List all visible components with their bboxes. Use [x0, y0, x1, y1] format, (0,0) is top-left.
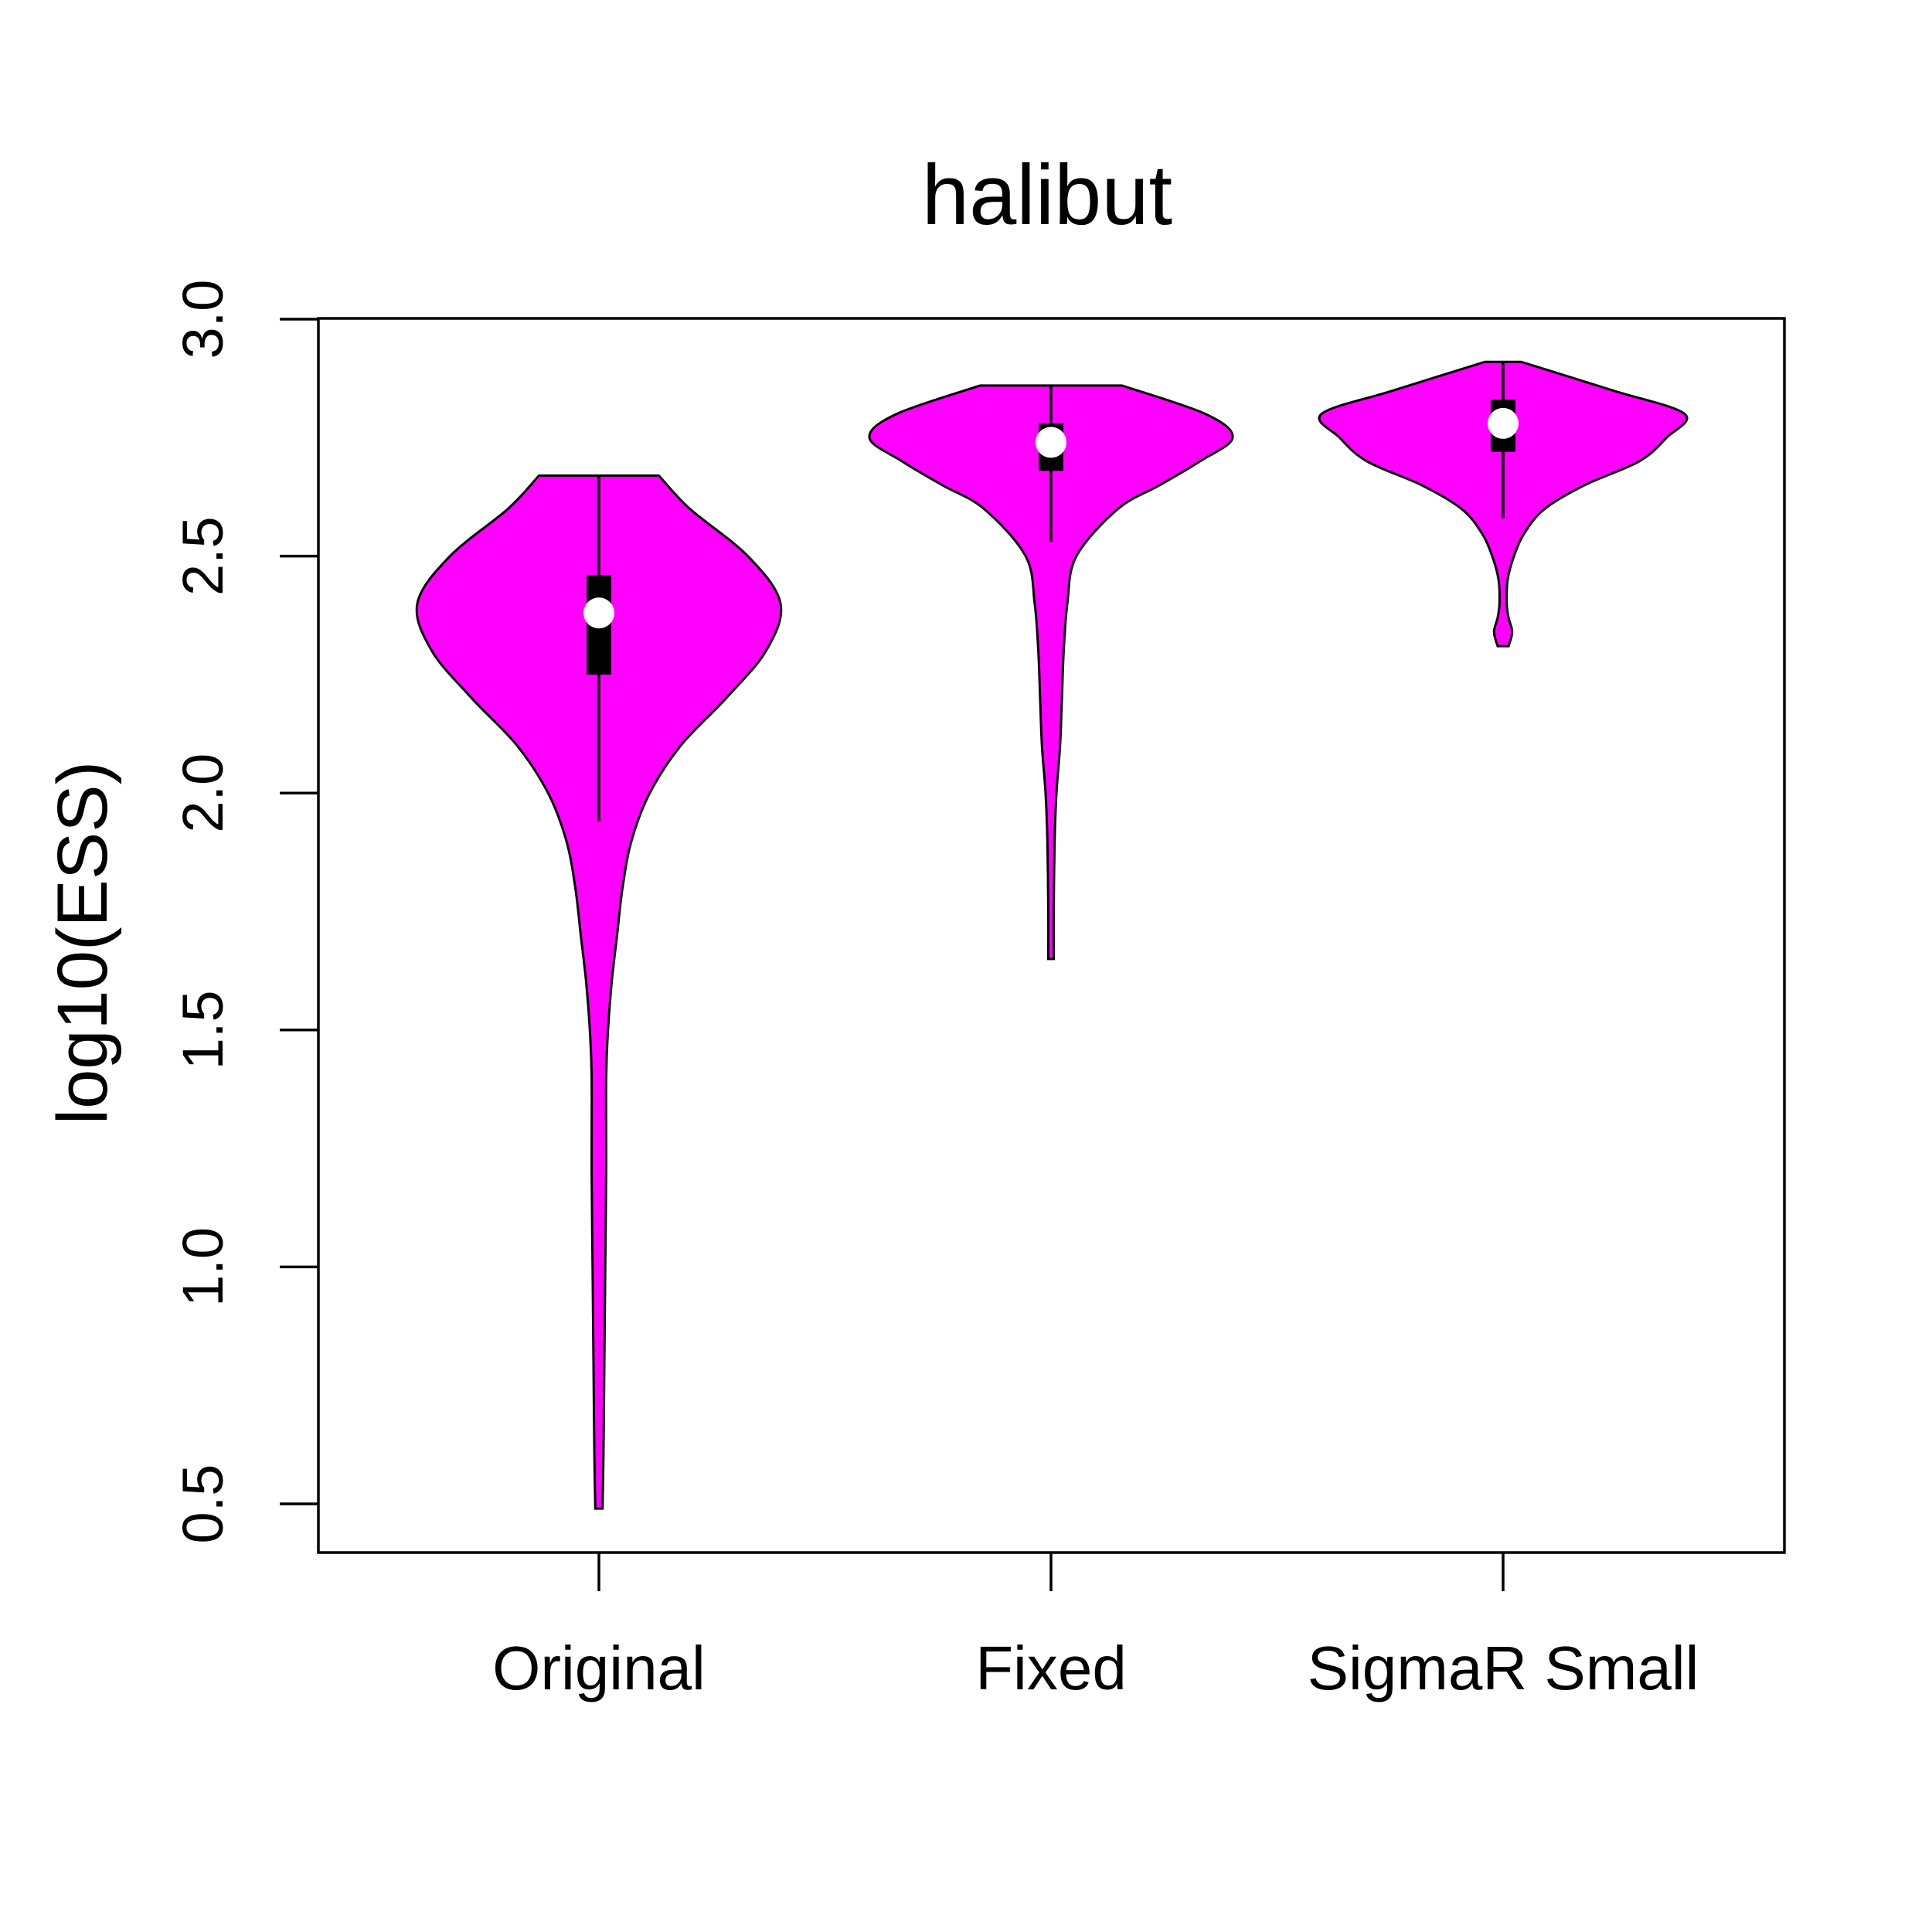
- y-axis: 0.5 1.0 1.5 2.0 2.5 3.0: [171, 280, 318, 1544]
- chart-title: halibut: [922, 148, 1172, 243]
- violin-0: [415, 474, 783, 1510]
- y-tick-label: 1.5: [171, 990, 235, 1070]
- violin-2: [1318, 360, 1689, 648]
- violins-layer: [415, 360, 1689, 1510]
- x-axis: Original Fixed SigmaR Small: [492, 1553, 1699, 1702]
- x-tick-label: Fixed: [975, 1634, 1127, 1702]
- y-tick-label: 2.5: [171, 516, 235, 596]
- violin-body: [868, 384, 1234, 961]
- violin-median: [1488, 407, 1519, 439]
- x-tick-label: SigmaR Small: [1308, 1634, 1699, 1702]
- y-tick-label: 3.0: [171, 280, 235, 359]
- violin-body: [415, 474, 783, 1510]
- y-axis-label: log10(ESS): [43, 761, 122, 1124]
- violin-1: [868, 384, 1234, 961]
- y-tick-label: 0.5: [171, 1464, 235, 1544]
- y-tick-label: 1.0: [171, 1227, 235, 1307]
- violin-median: [1036, 427, 1066, 458]
- y-tick-label: 2.0: [171, 753, 235, 833]
- x-tick-label: Original: [492, 1634, 706, 1702]
- violin-median: [583, 597, 614, 629]
